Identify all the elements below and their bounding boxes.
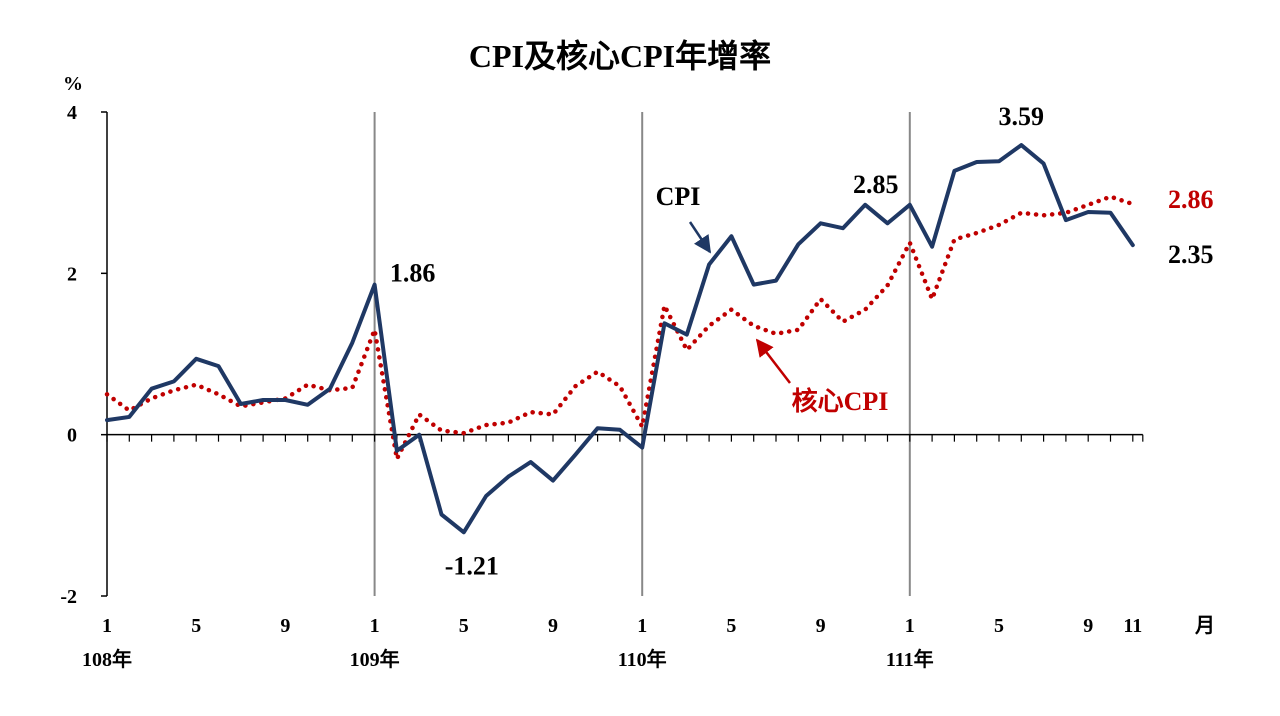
x-tick-label: 1	[637, 615, 647, 637]
x-tick-label: 5	[459, 615, 469, 637]
series-lines	[104, 143, 1136, 535]
data-label: 3.59	[999, 102, 1045, 131]
data-label: 2.35	[1168, 240, 1214, 269]
x-tick-label: 1	[905, 615, 915, 637]
cpi-series-line	[105, 143, 1135, 535]
x-tick-label: 9	[280, 615, 290, 637]
chart-title: CPI及核心CPI年增率	[469, 38, 771, 74]
core-cpi-callout: 核心CPI	[755, 338, 889, 416]
x-tick-label: 1	[370, 615, 380, 637]
year-label: 111年	[886, 647, 934, 671]
x-tick-label: 5	[191, 615, 201, 637]
y-unit-label: %	[63, 73, 83, 95]
core-cpi-callout-label: 核心CPI	[792, 386, 889, 416]
y-tick-label: 4	[67, 102, 77, 124]
annotations: 1.86 -1.21 2.85 3.59 2.86 2.35	[390, 102, 1214, 580]
x-tick-label: 9	[1083, 615, 1093, 637]
year-label: 109年	[350, 647, 400, 671]
axes	[101, 111, 1144, 597]
x-unit-label: 月	[1194, 615, 1215, 637]
core-cpi-callout-arrow	[755, 338, 791, 384]
tick-labels: 4 2 0 -2 1 5 9 1 5 9 1 5 9 1 5 9 11 108年 109年 110年 111年	[60, 102, 1142, 671]
x-tick-label: 9	[816, 615, 826, 637]
x-tick-label: 5	[726, 615, 736, 637]
y-tick-label: 0	[67, 425, 77, 447]
y-tick-label: -2	[60, 586, 77, 608]
x-tick-label: 9	[548, 615, 558, 637]
data-label: 2.86	[1168, 185, 1214, 214]
data-label: 1.86	[390, 259, 436, 288]
cpi-callout-label: CPI	[656, 182, 701, 211]
year-label: 108年	[82, 647, 132, 671]
cpi-callout: CPI	[656, 182, 712, 254]
core-cpi-series-line	[104, 194, 1136, 462]
x-tick-label: 5	[994, 615, 1004, 637]
year-label: 110年	[618, 647, 667, 671]
data-label: 2.85	[853, 170, 899, 199]
x-tick-label: 11	[1123, 615, 1142, 637]
x-tick-label: 1	[102, 615, 112, 637]
data-label: -1.21	[445, 551, 499, 580]
cpi-callout-arrow	[688, 221, 712, 254]
y-tick-label: 2	[67, 263, 77, 285]
